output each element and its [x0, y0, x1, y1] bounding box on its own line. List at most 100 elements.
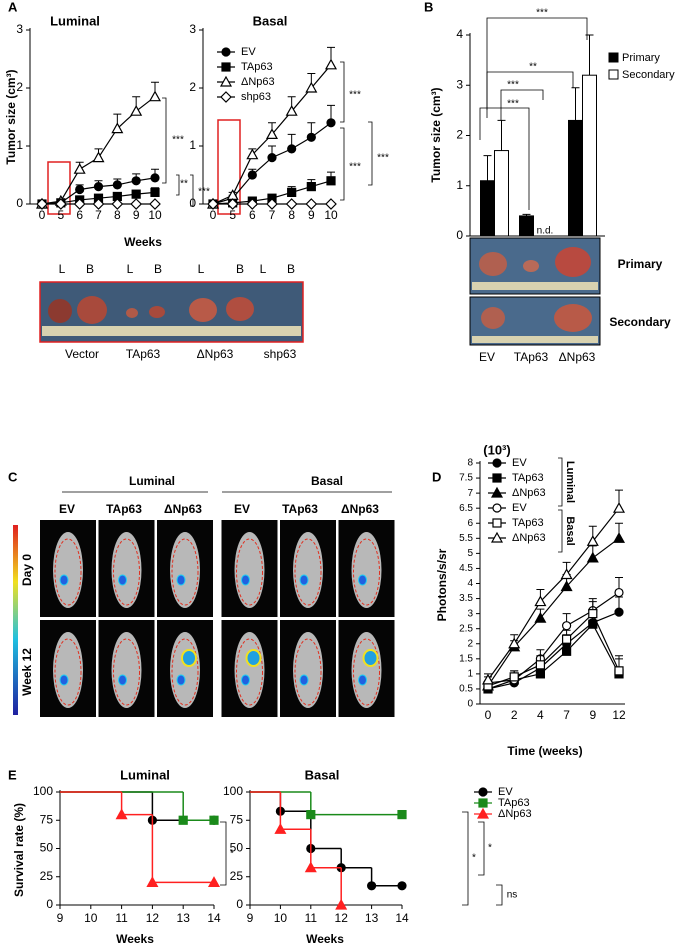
- bracket: [340, 127, 345, 201]
- photo-label: B: [86, 262, 94, 276]
- marker: [586, 535, 599, 546]
- imaging-grid: [40, 520, 395, 717]
- photo-caption: shp63: [264, 347, 297, 361]
- series-line: [487, 507, 620, 681]
- x-tick-label: 5: [57, 208, 64, 222]
- y-tick-label: 3: [16, 22, 23, 36]
- marker: [221, 47, 231, 57]
- photo-caption: ΔNp63: [197, 347, 234, 361]
- mouse: [293, 532, 323, 608]
- signal: [118, 674, 127, 686]
- marker: [178, 815, 188, 825]
- group-label: Luminal: [129, 474, 175, 488]
- marker: [367, 881, 377, 891]
- chart-title: Basal: [253, 13, 288, 28]
- panel-label: C: [8, 469, 18, 484]
- annotation: **: [529, 62, 537, 73]
- x-tick-label: 0: [39, 208, 46, 222]
- chart: Basal Weeks 0 25 50 75 100 9 10 11 12 13 14 EVTAp63ΔN…: [223, 767, 532, 944]
- bracket: [220, 821, 227, 886]
- marker: [73, 198, 86, 210]
- column-label: TAp63: [282, 502, 318, 516]
- marker: [150, 187, 160, 197]
- x-tick-label: 9: [308, 208, 315, 222]
- marker: [492, 458, 502, 468]
- marker: [148, 90, 162, 102]
- marker: [612, 501, 626, 513]
- mouse: [170, 632, 200, 708]
- y-tick-label: 8: [467, 458, 473, 469]
- annotation: **: [180, 179, 188, 190]
- legend-label: ΔNp63: [512, 487, 546, 499]
- panel-label: E: [8, 767, 17, 782]
- marker: [287, 144, 297, 154]
- annotation: ***: [507, 99, 519, 110]
- x-tick-label: 13: [177, 911, 191, 925]
- y-tick-label: 2: [189, 80, 196, 94]
- x-tick-label: 14: [395, 911, 409, 925]
- annotation: ns: [507, 890, 518, 901]
- y-tick-label: 4: [467, 578, 473, 589]
- photo-caption: EV: [479, 350, 495, 364]
- x-tick-label: 12: [146, 911, 160, 925]
- legend-label: EV: [498, 786, 513, 798]
- marker: [326, 176, 336, 186]
- legend-label: Secondary: [622, 69, 675, 81]
- photo-label: L: [127, 262, 134, 276]
- legend-label: TAp63: [498, 797, 530, 809]
- signal: [241, 574, 250, 586]
- chart: Luminal Weeks Survival rate (%) 0 25 50 75 100 9…: [12, 767, 234, 944]
- marker: [73, 162, 86, 174]
- marker: [560, 580, 573, 592]
- y-tick-label: 4: [456, 27, 463, 41]
- marker: [305, 81, 318, 93]
- y-tick-label: 5: [467, 548, 473, 559]
- tumor-photo: [39, 281, 304, 343]
- panel-label: B: [424, 0, 433, 14]
- legend-label: ΔNp63: [241, 76, 275, 88]
- x-axis-title: Weeks: [306, 932, 344, 944]
- marker: [478, 798, 488, 808]
- marker: [287, 187, 297, 197]
- y-tick-label: 75: [40, 812, 54, 826]
- mouse-outline: [113, 538, 140, 606]
- bar: [480, 180, 495, 237]
- marker: [325, 198, 337, 210]
- x-tick-label: 12: [612, 708, 626, 722]
- marker: [492, 503, 502, 513]
- error-bar: [585, 34, 594, 76]
- y-tick-label: 4.5: [459, 563, 473, 574]
- highlight-box: [47, 161, 71, 215]
- x-tick-label: 9: [247, 911, 254, 925]
- marker: [111, 122, 124, 134]
- y-tick-label: 7.5: [459, 473, 473, 484]
- annotation: ***: [536, 8, 548, 19]
- mouse-outline: [353, 538, 380, 606]
- photo-label: L: [260, 262, 267, 276]
- y-tick-label: 1.5: [459, 653, 473, 664]
- y-tick-label: 2: [467, 638, 473, 649]
- y-tick-label: 1: [16, 138, 23, 152]
- marker: [115, 808, 128, 820]
- mouse-outline: [236, 538, 263, 606]
- signal: [118, 574, 127, 586]
- bracket: [162, 97, 167, 184]
- mouse: [351, 632, 382, 708]
- marker: [54, 198, 67, 210]
- mouse-outline: [294, 538, 322, 606]
- mouse-outline: [236, 638, 263, 706]
- y-tick-label: 0: [236, 897, 243, 911]
- marker: [285, 104, 298, 116]
- x-tick-label: 6: [249, 208, 256, 222]
- mouse: [234, 532, 265, 608]
- annotation: ***: [198, 187, 210, 198]
- marker: [131, 189, 141, 199]
- highlight-box: [217, 119, 241, 215]
- y-tick-label: 25: [230, 869, 244, 883]
- signal: [245, 649, 262, 667]
- marker: [324, 58, 338, 70]
- marker: [207, 198, 219, 210]
- y-axis-title: Photons/s/sr: [435, 548, 449, 621]
- marker: [326, 118, 336, 128]
- photo-row-label: Primary: [618, 257, 663, 271]
